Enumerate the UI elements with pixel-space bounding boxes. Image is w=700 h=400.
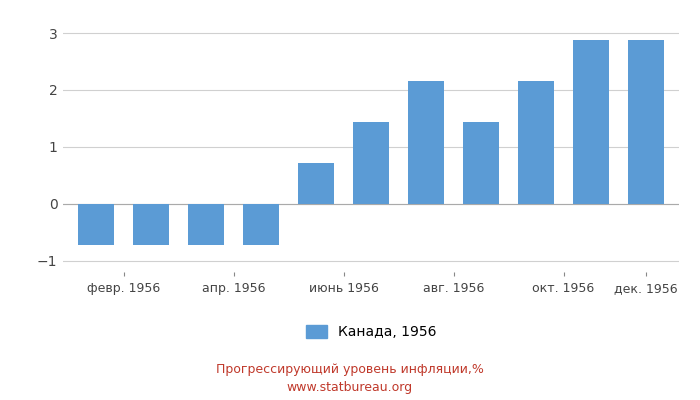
Bar bbox=[133, 204, 169, 245]
Bar bbox=[78, 204, 114, 245]
Text: Прогрессирующий уровень инфляции,%: Прогрессирующий уровень инфляции,% bbox=[216, 364, 484, 376]
Bar bbox=[518, 82, 554, 204]
Bar bbox=[408, 82, 444, 204]
Bar bbox=[628, 40, 664, 204]
Bar bbox=[243, 204, 279, 245]
Bar bbox=[463, 122, 499, 204]
Bar bbox=[298, 163, 334, 204]
Text: www.statbureau.org: www.statbureau.org bbox=[287, 382, 413, 394]
Bar bbox=[573, 40, 609, 204]
Bar bbox=[188, 204, 224, 245]
Bar bbox=[353, 122, 389, 204]
Legend: Канада, 1956: Канада, 1956 bbox=[300, 320, 442, 345]
